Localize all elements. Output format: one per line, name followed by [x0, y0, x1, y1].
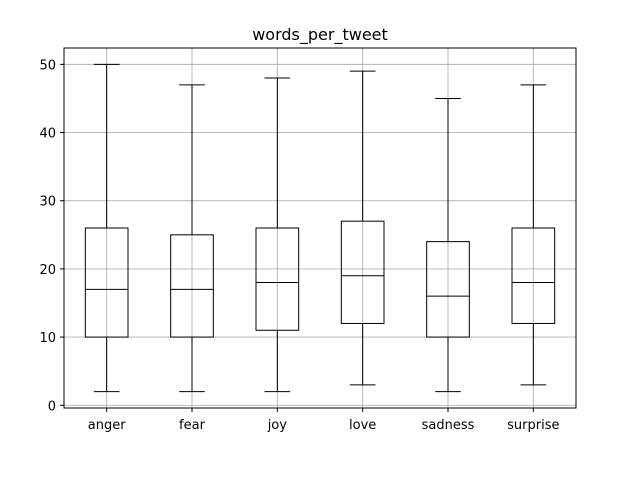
- x-tick-label-sadness: sadness: [422, 418, 475, 433]
- x-tick-label-surprise: surprise: [507, 418, 559, 433]
- plot-frame: [63, 47, 577, 409]
- box-love: [340, 70, 385, 386]
- box-anger: [84, 63, 129, 393]
- x-tick-label-fear: fear: [179, 418, 206, 433]
- y-tick-label: 30: [39, 195, 56, 210]
- grid-layer: [64, 48, 576, 408]
- x-tick-label-love: love: [349, 418, 376, 433]
- chart-title: words_per_tweet: [252, 25, 388, 45]
- box-surprise: [511, 84, 556, 386]
- iqr-box: [340, 220, 385, 324]
- box-sadness: [426, 97, 470, 393]
- y-tick-label: 10: [39, 331, 56, 346]
- box-layer: [84, 63, 556, 393]
- y-tick-label: 50: [39, 58, 56, 73]
- iqr-box: [255, 227, 300, 331]
- y-tick-label: 20: [39, 263, 56, 278]
- iqr-box: [170, 234, 214, 338]
- iqr-box: [511, 227, 556, 324]
- y-tick-label: 0: [48, 399, 56, 414]
- x-tick-label-joy: joy: [267, 418, 288, 433]
- iqr-box: [426, 241, 470, 338]
- box-joy: [255, 77, 300, 393]
- iqr-box: [84, 227, 129, 338]
- y-tick-label: 40: [39, 127, 56, 142]
- box-fear: [170, 84, 214, 393]
- tick-layer: 0 10 20 30 40 50 anger fear joy love sadness surpri…: [39, 58, 559, 433]
- x-tick-label-anger: anger: [88, 418, 126, 433]
